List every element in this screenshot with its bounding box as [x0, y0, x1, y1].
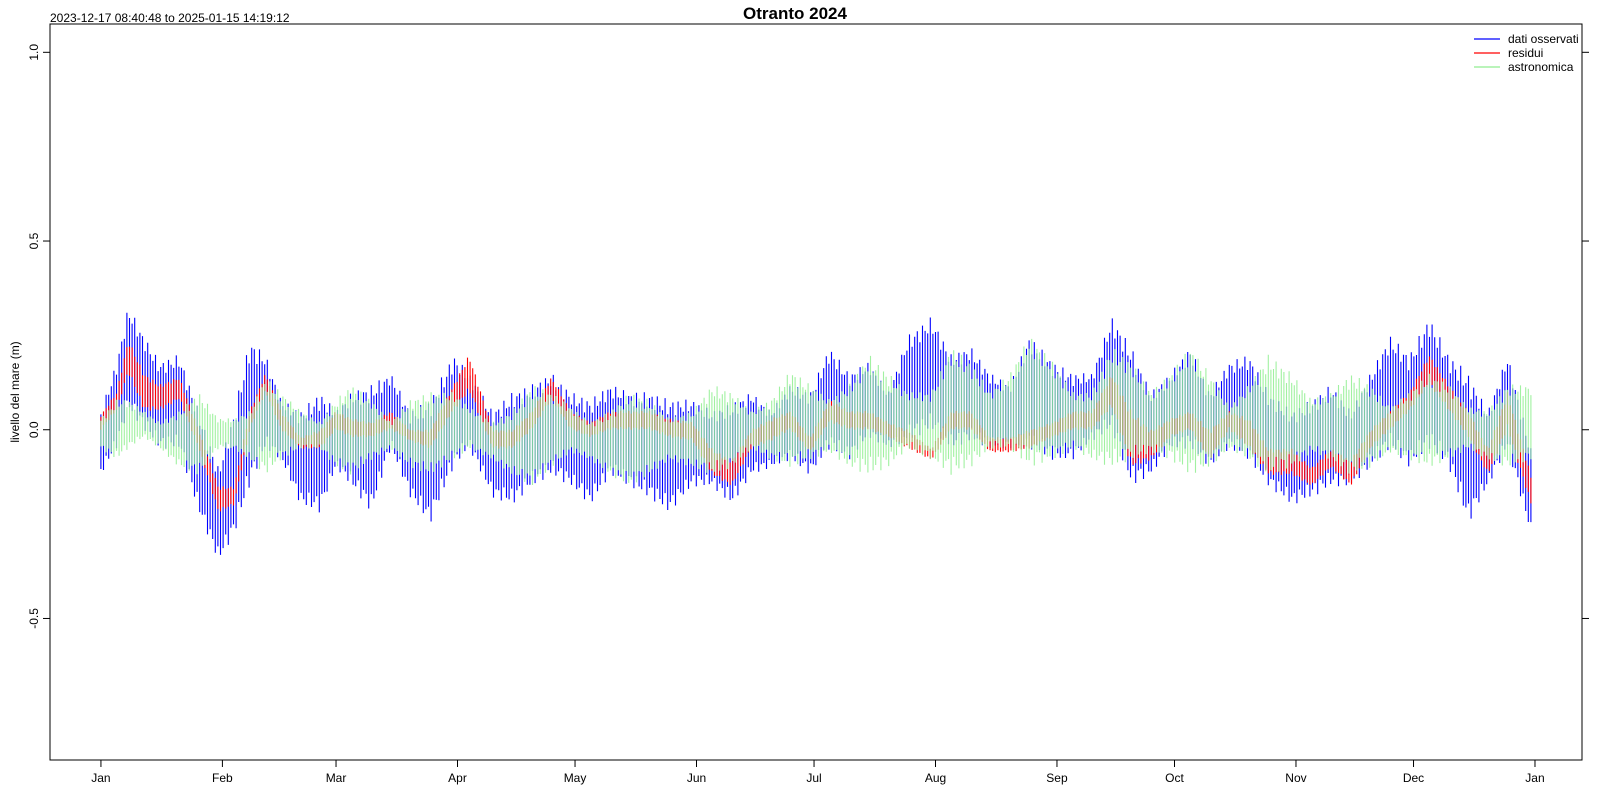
legend-label: dati osservati: [1508, 32, 1579, 46]
y-axis: 1.0 0.5 0.0 -0.5: [27, 44, 1589, 629]
x-tick-label: Mar: [326, 771, 347, 785]
y-tick-label: 1.0: [27, 44, 41, 61]
series-bars-astronomica: [100, 338, 1532, 485]
x-tick-label: Oct: [1165, 771, 1184, 785]
x-tick-label: Sep: [1046, 771, 1068, 785]
chart-title: Otranto 2024: [743, 4, 847, 23]
x-tick-label: May: [564, 771, 587, 785]
x-tick-label: Aug: [925, 771, 946, 785]
x-tick-label: Jan: [91, 771, 110, 785]
x-tick-label: Jul: [806, 771, 821, 785]
x-axis: Jan Feb Mar Apr May Jun Jul Aug Sep Oct Nov Dec Jan: [91, 760, 1545, 785]
legend-label: astronomica: [1508, 60, 1574, 74]
y-axis-label: livello del mare (m): [8, 341, 22, 442]
x-tick-label: Dec: [1403, 771, 1424, 785]
x-tick-label: Apr: [448, 771, 467, 785]
x-tick-label: Jan: [1525, 771, 1544, 785]
series-layer: [100, 312, 1532, 555]
x-tick-label: Jun: [687, 771, 706, 785]
date-range-subtitle: 2023-12-17 08:40:48 to 2025-01-15 14:19:…: [50, 11, 290, 25]
y-tick-label: 0.0: [27, 421, 41, 438]
legend-label: residui: [1508, 46, 1543, 60]
y-tick-label: -0.5: [27, 608, 41, 629]
x-tick-label: Nov: [1285, 771, 1306, 785]
y-tick-label: 0.5: [27, 232, 41, 249]
x-tick-label: Feb: [212, 771, 233, 785]
series-astronomica: [100, 338, 1532, 485]
plot-frame: [49, 23, 1583, 761]
